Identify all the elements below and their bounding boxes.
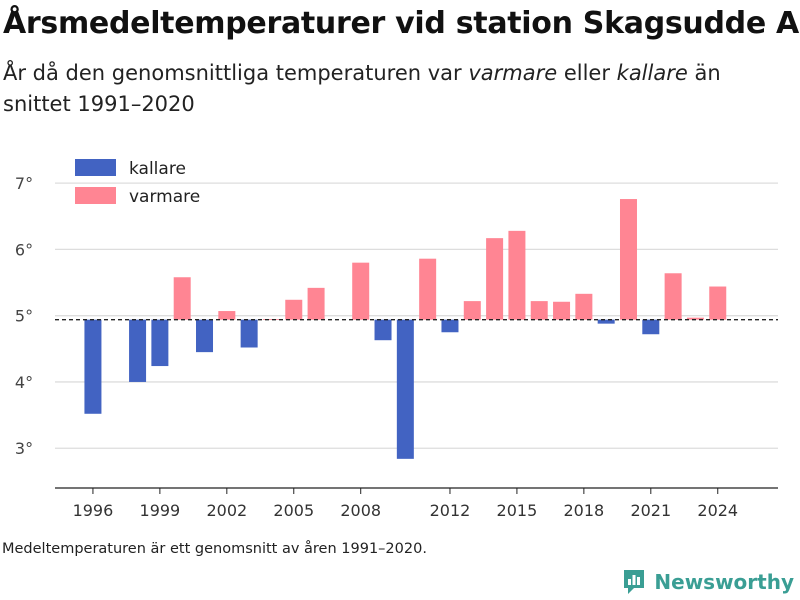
footnote: Medeltemperaturen är ett genomsnitt av å… — [2, 541, 427, 557]
temperature-bar-chart: 3° 4° 5° 6° 7° 1996 1999 2002 2005 2008 2012 2015 20… — [15, 159, 778, 520]
y-tick-label: 3° — [15, 439, 33, 458]
bar-colder — [374, 319, 392, 341]
bar-warmer — [530, 301, 548, 320]
x-tick-label: 1996 — [73, 501, 114, 520]
x-tick-label: 2021 — [630, 501, 671, 520]
y-tick-label: 7° — [15, 174, 33, 193]
bar-warmer — [307, 287, 325, 320]
bar-warmer — [575, 293, 593, 320]
legend-label-warmer: varmare — [129, 187, 200, 207]
bar-colder — [84, 319, 102, 414]
chart-subtitle: År då den genomsnittliga temperaturen va… — [3, 58, 783, 120]
bar-warmer — [419, 258, 437, 320]
legend-swatch-warmer — [75, 187, 116, 204]
subtitle-warmer-word: varmare — [468, 61, 558, 85]
bar-warmer — [709, 286, 727, 320]
legend-swatch-colder — [75, 159, 116, 176]
subtitle-text-end: än snittet 1991–2020 — [3, 61, 721, 116]
bar-colder — [441, 319, 459, 333]
chart-title: Årsmedeltemperaturer vid station Skagsud… — [3, 6, 799, 41]
bar-warmer — [352, 262, 370, 320]
bar-warmer — [285, 299, 303, 320]
bar-chart-speech-bubble-icon — [624, 570, 645, 594]
x-tick-label: 1999 — [140, 501, 181, 520]
x-tick-label: 2005 — [273, 501, 314, 520]
bar-colder — [129, 319, 147, 382]
y-tick-label: 4° — [15, 373, 33, 392]
newsworthy-brand[interactable]: Newsworthy — [622, 568, 794, 596]
bar-warmer — [508, 230, 526, 320]
bar-warmer — [262, 319, 280, 320]
x-tick-label: 2008 — [340, 501, 381, 520]
bar-colder — [240, 319, 258, 348]
legend-label-colder: kallare — [129, 159, 186, 179]
bar-warmer — [218, 311, 236, 320]
x-tick-label: 2012 — [430, 501, 471, 520]
x-tick-label: 2018 — [564, 501, 605, 520]
bar-warmer — [463, 301, 481, 320]
brand-name: Newsworthy — [654, 570, 794, 594]
bar-warmer — [619, 199, 637, 320]
x-tick-label: 2002 — [206, 501, 247, 520]
bar-warmer — [173, 277, 191, 320]
bar-colder — [396, 319, 414, 459]
y-tick-label: 6° — [15, 240, 33, 259]
bar-warmer — [686, 317, 704, 320]
subtitle-text-middle: eller — [557, 61, 617, 85]
bar-warmer — [553, 301, 571, 320]
bar-colder — [196, 319, 214, 353]
bar-warmer — [664, 273, 682, 320]
x-tick-label: 2015 — [497, 501, 538, 520]
bar-colder — [151, 319, 169, 367]
bar-warmer — [486, 238, 504, 320]
subtitle-text-start: År då den genomsnittliga temperaturen va… — [3, 61, 469, 85]
x-tick-label: 2024 — [697, 501, 738, 520]
bar-colder — [597, 319, 615, 324]
y-tick-label: 5° — [15, 307, 33, 326]
bar-colder — [642, 319, 660, 335]
subtitle-colder-word: kallare — [616, 61, 688, 85]
